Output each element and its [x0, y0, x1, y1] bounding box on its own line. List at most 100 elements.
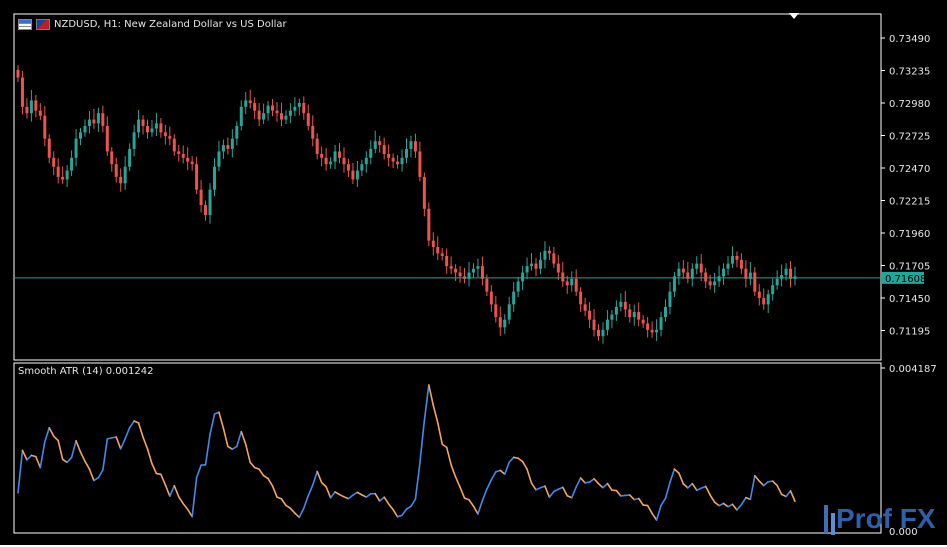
candle-body [557, 264, 560, 273]
candle-body [731, 256, 734, 264]
candle-body [637, 312, 640, 320]
candle-body [709, 281, 712, 285]
candle-body [217, 151, 220, 166]
candle-body [476, 266, 479, 269]
candle-body [329, 162, 332, 165]
candle-body [387, 154, 390, 158]
price-axis-label: 0.72725 [889, 132, 930, 143]
candle-body [499, 317, 502, 327]
candle-body [307, 113, 310, 126]
price-axis-label: 0.72980 [889, 99, 930, 110]
candle-body [789, 269, 792, 279]
candle-body [83, 126, 86, 132]
candle-body [52, 158, 55, 167]
candle-body [195, 164, 198, 189]
candle-body [39, 111, 42, 116]
candle-body [744, 269, 747, 279]
candle-body [561, 273, 564, 282]
candle-body [302, 103, 305, 113]
candle-body [664, 307, 667, 317]
candle-body [655, 330, 658, 333]
candle-body [320, 154, 323, 158]
candle-body [128, 149, 131, 167]
watermark-text: Prof FX [836, 503, 936, 535]
candle-body [146, 126, 149, 132]
candle-body [231, 139, 234, 149]
price-axis-label: 0.72470 [889, 164, 930, 175]
nzd-usd-flag-icon[interactable] [36, 19, 50, 30]
watermark-logo: Prof FX [822, 497, 944, 543]
candle-body [450, 266, 453, 269]
candle-body [552, 253, 555, 263]
chart-title-row: NZDUSD, H1: New Zealand Dollar vs US Dol… [18, 16, 287, 32]
table-icon[interactable] [18, 19, 32, 30]
candle-body [280, 113, 283, 119]
candle-body [593, 320, 596, 330]
candle-body [92, 120, 95, 124]
candle-body [570, 279, 573, 285]
candle-body [494, 304, 497, 317]
candle-body [579, 292, 582, 305]
candle-body [325, 158, 328, 164]
candle-body [432, 241, 435, 247]
candle-body [347, 164, 350, 170]
candle-body [459, 273, 462, 277]
candle-body [43, 116, 46, 139]
candle-body [57, 167, 60, 177]
candle-body [338, 151, 341, 157]
candle-body [735, 256, 738, 260]
candle-body [240, 107, 243, 126]
candle-body [342, 158, 345, 164]
candle-body [209, 190, 212, 215]
candle-body [177, 151, 180, 154]
candle-body [597, 330, 600, 336]
candle-body [722, 269, 725, 277]
candle-body [249, 100, 252, 103]
candle-body [356, 171, 359, 180]
candle-body [25, 107, 28, 113]
candle-body [548, 251, 551, 254]
candle-body [409, 141, 412, 149]
price-axis-label: 0.73235 [889, 67, 930, 78]
price-axis-label: 0.71195 [889, 327, 930, 338]
candle-body [753, 273, 756, 292]
candle-body [539, 260, 542, 269]
candle-body [164, 132, 167, 136]
chart-title: NZDUSD, H1: New Zealand Dollar vs US Dol… [54, 19, 287, 30]
candle-body [628, 309, 631, 317]
candle-body [392, 158, 395, 162]
candle-body [191, 162, 194, 165]
candle-body [101, 113, 104, 126]
candle-body [566, 281, 569, 285]
chart-shift-marker-icon[interactable] [789, 13, 799, 19]
candle-body [660, 317, 663, 330]
candle-body [316, 139, 319, 154]
candle-body [142, 120, 145, 126]
candle-body [727, 264, 730, 269]
candle-body [704, 273, 707, 282]
candle-body [21, 78, 24, 107]
candle-body [512, 292, 515, 305]
candle-body [530, 264, 533, 267]
candle-body [222, 145, 225, 151]
candle-body [396, 162, 399, 165]
candle-body [244, 100, 247, 106]
candle-body [30, 100, 33, 113]
candle-body [646, 323, 649, 329]
candle-body [173, 139, 176, 152]
candle-body [293, 107, 296, 111]
candle-body [133, 132, 136, 149]
candle-body [718, 276, 721, 281]
candle-body [633, 312, 636, 317]
candle-body [137, 120, 140, 133]
candle-body [204, 205, 207, 215]
candle-body [615, 307, 618, 315]
current-price-tag: 0.71608 [882, 272, 926, 285]
candle-body [695, 264, 698, 269]
candle-body [445, 256, 448, 266]
candle-body [490, 292, 493, 305]
candle-body [267, 106, 270, 114]
candle-body [48, 139, 51, 158]
